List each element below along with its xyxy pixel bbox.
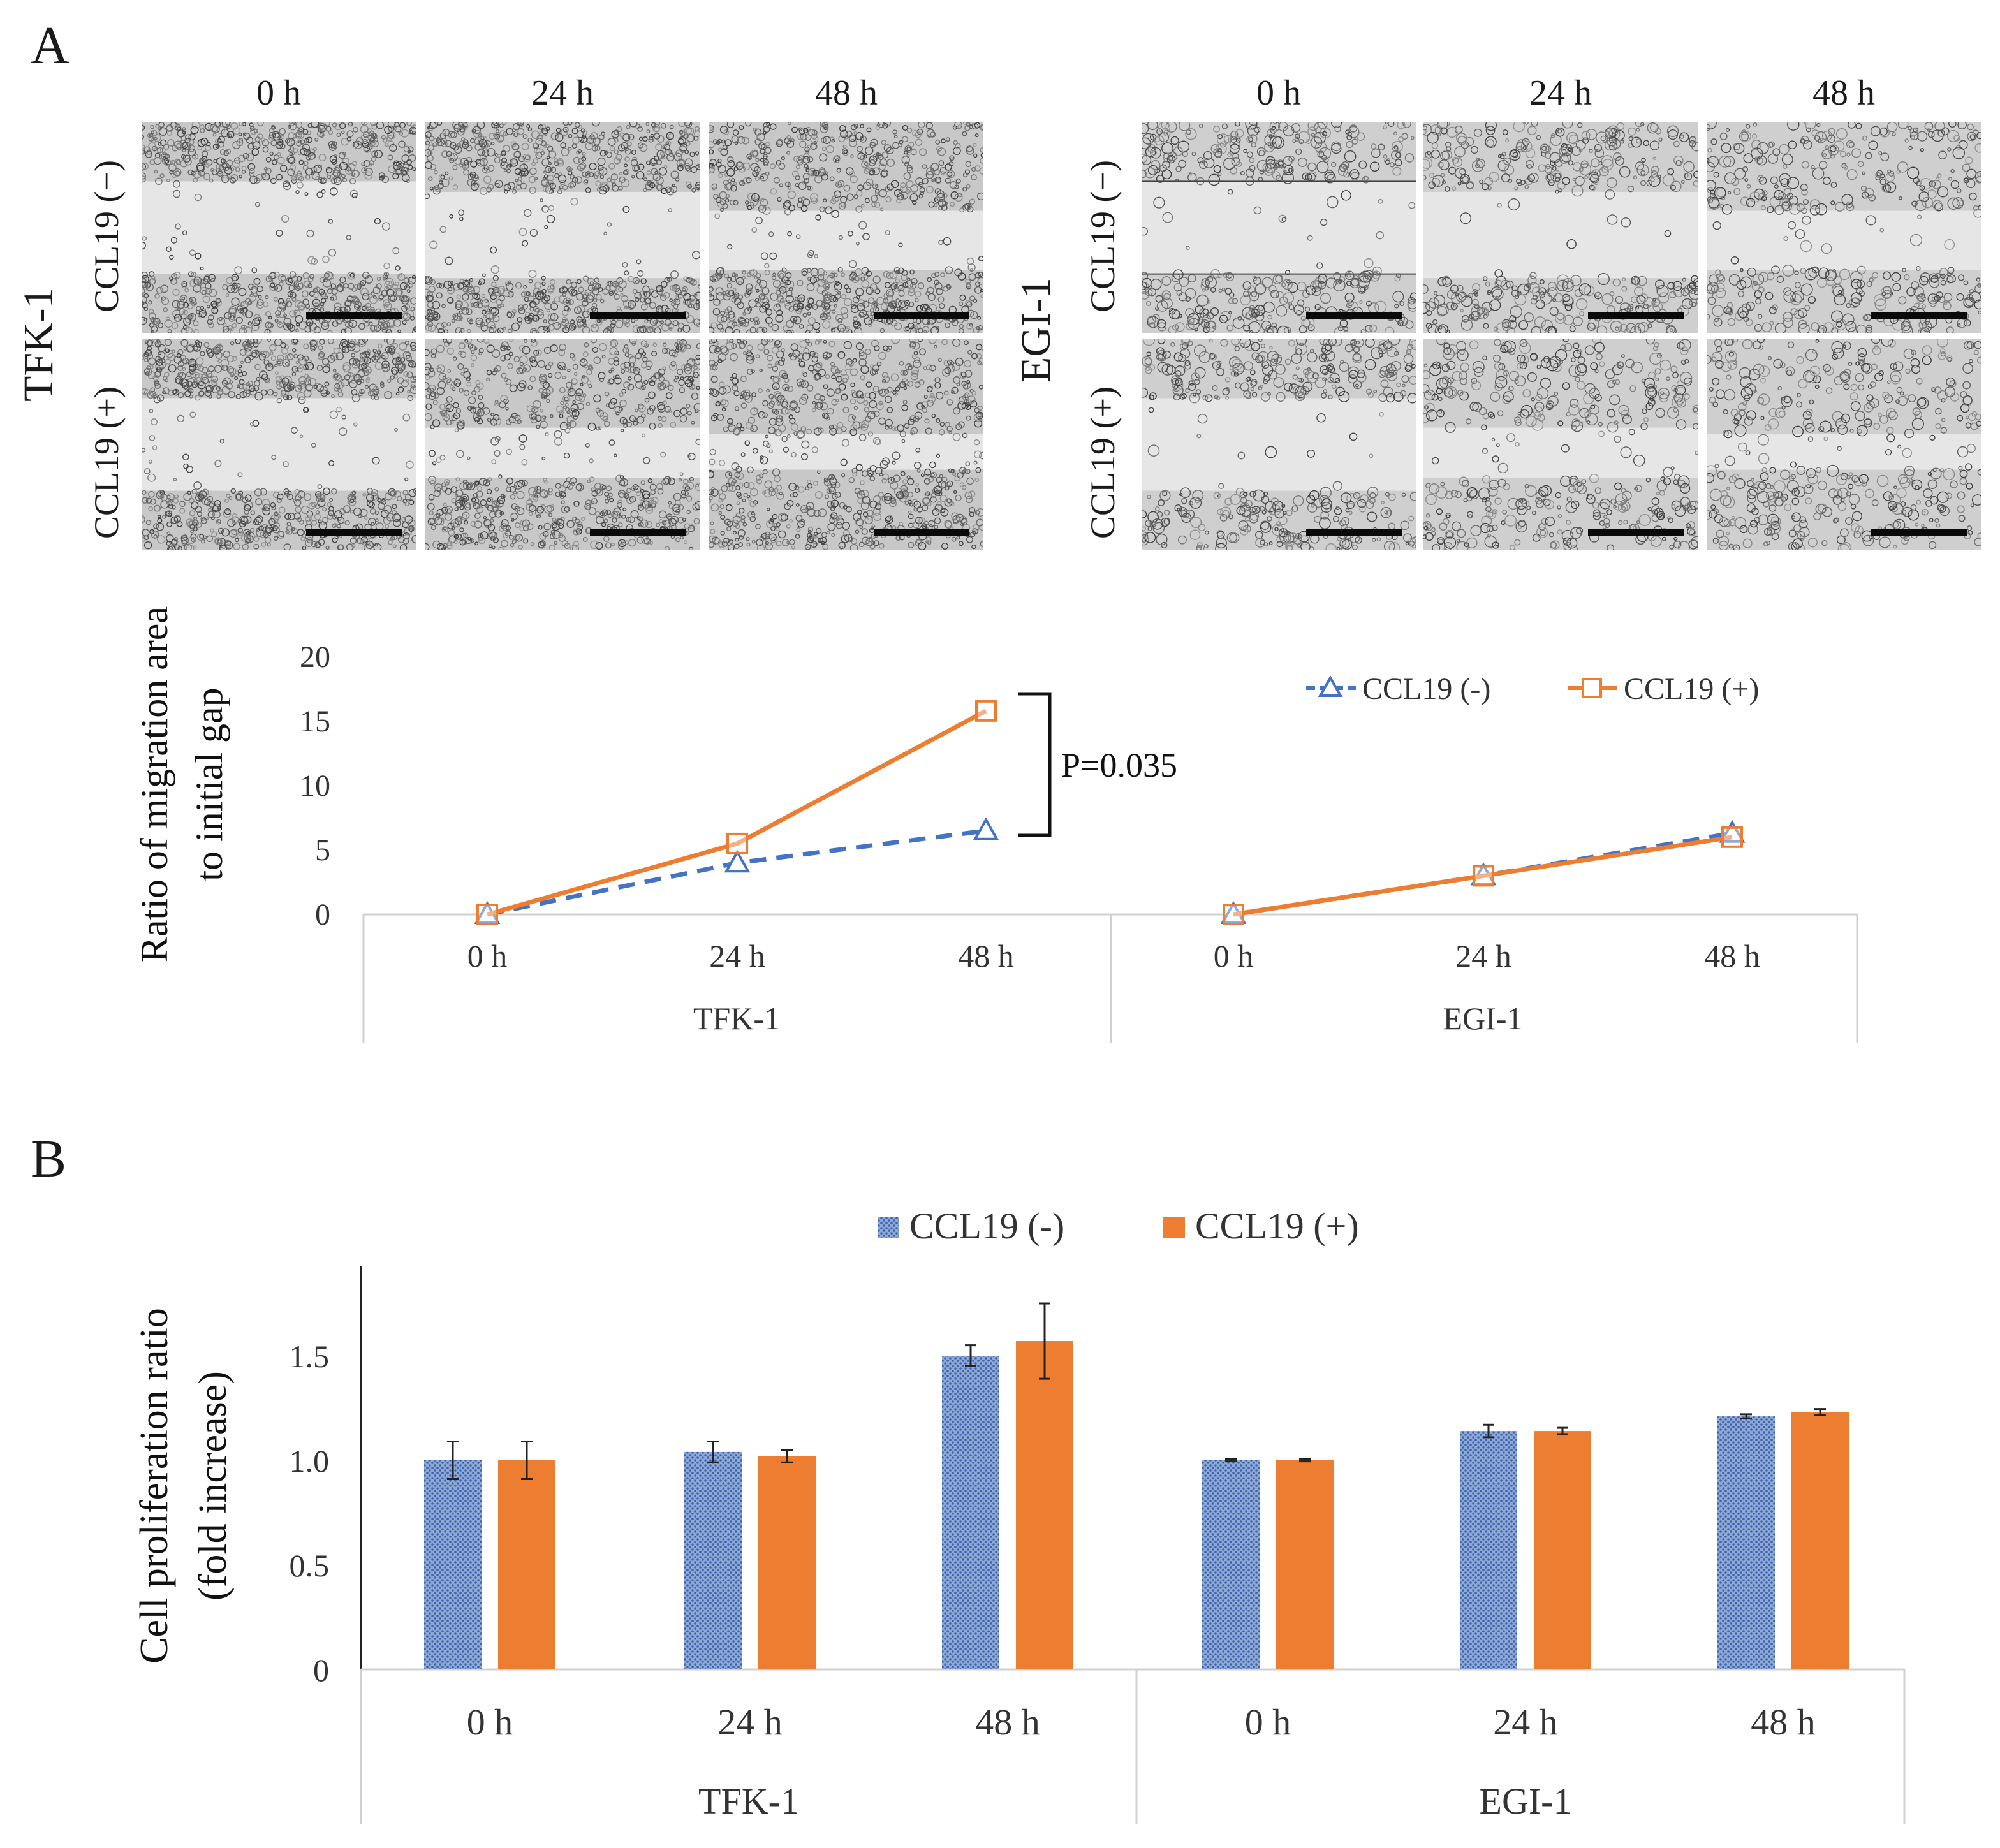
bar-chart-xtick: 0 h bbox=[1245, 1701, 1291, 1743]
scale-bar bbox=[874, 529, 969, 536]
legend-marker-square bbox=[1582, 678, 1602, 698]
bar-ccl19-plus bbox=[1016, 1341, 1073, 1669]
line-chart-ytick: 5 bbox=[315, 833, 330, 867]
micrograph bbox=[1142, 339, 1416, 550]
line-chart-xtick: 0 h bbox=[467, 938, 508, 974]
bar-chart-ytick: 1.5 bbox=[290, 1338, 330, 1374]
legend-label: CCL19 (+) bbox=[1624, 672, 1759, 706]
bar-ccl19-minus bbox=[942, 1356, 999, 1669]
line-chart-ylabel-line: to initial gap bbox=[188, 687, 230, 881]
scale-bar bbox=[306, 312, 402, 319]
bar-ccl19-plus bbox=[1534, 1431, 1591, 1669]
legend-marker-triangle bbox=[1318, 675, 1343, 697]
line-point-square bbox=[1473, 865, 1494, 887]
bar-chart-xtick: 24 h bbox=[717, 1701, 783, 1743]
line-point-square bbox=[1721, 826, 1743, 848]
bar-chart-ytick: 0 bbox=[313, 1652, 329, 1688]
scale-bar bbox=[590, 529, 686, 536]
panel-b-label: B bbox=[31, 1129, 67, 1189]
migration-line-chart: 0 5 10 15 20 0 h 24 h 48 h TFK-1 0 h 24 h 48 h EGI-1… bbox=[133, 606, 1858, 1043]
micrograph bbox=[1142, 122, 1416, 333]
bar-chart-xtick: 0 h bbox=[467, 1701, 513, 1743]
proliferation-bar-chart: 0 0.5 1.0 1.5 0 h 24 h 48 h TFK-1 0 h 24 h 48 h EGI… bbox=[133, 1205, 1906, 1824]
line-chart-xtick: 48 h bbox=[958, 938, 1014, 974]
bar-chart-ytick: 0.5 bbox=[290, 1548, 330, 1583]
line-chart-group-label: TFK-1 bbox=[693, 1001, 780, 1036]
legend-label: CCL19 (-) bbox=[1362, 672, 1490, 706]
bar-chart-ylabel-line: Cell proliferation ratio bbox=[133, 1308, 176, 1664]
scale-bar bbox=[306, 529, 402, 536]
bar-ccl19-minus bbox=[1717, 1416, 1775, 1669]
line-chart-xtick: 24 h bbox=[1455, 938, 1511, 974]
line-point-square bbox=[476, 904, 498, 925]
egi1-header-0h: 0 h bbox=[1256, 73, 1301, 113]
scale-bar bbox=[1306, 529, 1402, 536]
scale-bar bbox=[874, 312, 969, 319]
tfk1-header-0h: 0 h bbox=[256, 73, 301, 113]
legend-swatch bbox=[1163, 1217, 1185, 1238]
micrograph bbox=[1423, 122, 1698, 333]
line-chart-ytick: 10 bbox=[300, 769, 330, 803]
line-point-triangle bbox=[973, 817, 999, 840]
line-point-triangle bbox=[724, 849, 751, 873]
scale-bar bbox=[1588, 312, 1684, 319]
line-series-ccl19-plus bbox=[1233, 835, 1733, 917]
bar-chart-group-label: EGI-1 bbox=[1480, 1780, 1572, 1822]
bar-ccl19-plus bbox=[758, 1456, 816, 1669]
significance-bracket bbox=[1018, 692, 1052, 837]
legend-label: CCL19 (-) bbox=[909, 1205, 1064, 1247]
micrograph bbox=[709, 122, 983, 333]
panel-a-label: A bbox=[31, 16, 70, 75]
micrograph bbox=[142, 122, 416, 333]
tfk1-header-48h: 48 h bbox=[815, 73, 878, 113]
bar-chart-group-label: TFK-1 bbox=[698, 1780, 799, 1822]
line-point-square bbox=[1223, 904, 1244, 925]
line-point-square bbox=[975, 700, 997, 722]
tfk1-header-24h: 24 h bbox=[531, 73, 594, 113]
bar-chart-xtick: 24 h bbox=[1493, 1701, 1558, 1743]
scale-bar bbox=[1306, 312, 1402, 319]
scale-bar bbox=[590, 312, 686, 319]
bar-chart-xtick: 48 h bbox=[1751, 1701, 1816, 1743]
legend-swatch bbox=[878, 1217, 899, 1238]
micrograph bbox=[709, 339, 983, 550]
scale-bar bbox=[1871, 312, 1967, 319]
egi1-header-24h: 24 h bbox=[1529, 73, 1592, 113]
micrograph bbox=[142, 339, 416, 550]
egi1-header-48h: 48 h bbox=[1812, 73, 1875, 113]
bar-chart-xtick: 48 h bbox=[975, 1701, 1040, 1743]
bar-chart-ylabel: Cell proliferation ratio (fold increase) bbox=[133, 1308, 235, 1664]
bar-ccl19-minus bbox=[424, 1460, 482, 1669]
line-chart-xtick: 24 h bbox=[709, 938, 765, 974]
line-chart-ytick: 20 bbox=[300, 640, 330, 674]
micrograph bbox=[1707, 339, 1981, 550]
bar-chart-ytick: 1.0 bbox=[290, 1443, 330, 1479]
bar-ccl19-plus bbox=[1276, 1460, 1334, 1669]
legend-label: CCL19 (+) bbox=[1195, 1205, 1359, 1247]
bar-ccl19-plus bbox=[1791, 1412, 1849, 1669]
line-chart-group-label: EGI-1 bbox=[1443, 1001, 1523, 1036]
line-series-ccl19-plus bbox=[487, 708, 987, 917]
bar-ccl19-plus bbox=[498, 1460, 555, 1669]
line-point-square bbox=[726, 832, 748, 854]
line-chart-ytick: 15 bbox=[300, 705, 330, 738]
p-value-annotation: P=0.035 bbox=[1061, 746, 1177, 784]
scale-bar bbox=[1588, 529, 1684, 536]
line-chart-ylabel: Ratio of migration area to initial gap bbox=[133, 606, 230, 962]
bar-ccl19-minus bbox=[684, 1451, 742, 1669]
line-chart-ylabel-line: Ratio of migration area bbox=[133, 606, 175, 962]
micrograph bbox=[1707, 122, 1981, 333]
micrograph bbox=[425, 122, 700, 333]
scale-bar bbox=[1871, 529, 1967, 536]
line-chart-xtick: 0 h bbox=[1214, 938, 1254, 974]
micrograph bbox=[425, 339, 700, 550]
line-chart-xtick: 48 h bbox=[1704, 938, 1760, 974]
line-chart-ytick: 0 bbox=[315, 898, 330, 932]
bar-chart-ylabel-line: (fold increase) bbox=[191, 1371, 235, 1601]
bar-ccl19-minus bbox=[1202, 1460, 1260, 1669]
micrograph bbox=[1423, 339, 1698, 550]
bar-ccl19-minus bbox=[1460, 1431, 1517, 1669]
